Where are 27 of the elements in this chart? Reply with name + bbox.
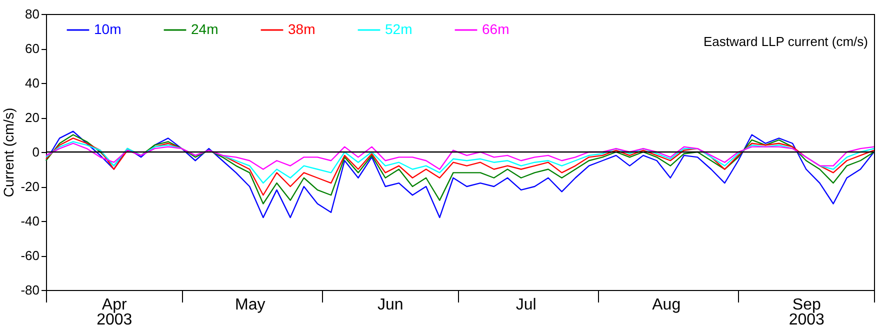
y-axis-title: Current (cm/s) bbox=[0, 108, 17, 198]
y-tick-label: -80 bbox=[20, 282, 40, 298]
line-series bbox=[45, 138, 875, 196]
y-tick-label: 0 bbox=[32, 144, 40, 160]
x-tick-label: Apr 2003 bbox=[96, 296, 132, 328]
legend-label: 38m bbox=[288, 21, 316, 37]
legend-label: 10m bbox=[94, 21, 122, 37]
x-tick-label: Sep 2003 bbox=[788, 296, 825, 328]
legend-label: 52m bbox=[385, 21, 412, 37]
annotation: Eastward LLP current (cm/s) bbox=[704, 34, 868, 49]
x-tick-label: Aug bbox=[652, 296, 681, 314]
y-tick-label: 20 bbox=[25, 110, 40, 125]
line-series bbox=[45, 141, 875, 184]
y-tick-label: -40 bbox=[20, 214, 40, 228]
x-tick-label: May bbox=[234, 296, 266, 314]
y-tick-label: 40 bbox=[25, 76, 40, 90]
y-tick-label: 80 bbox=[25, 6, 40, 22]
y-tick-label: 60 bbox=[25, 41, 40, 56]
line-series bbox=[45, 142, 875, 170]
legend-label: 24m bbox=[191, 21, 218, 37]
line-series bbox=[45, 134, 875, 204]
x-tick-label: Jul bbox=[516, 296, 536, 314]
y-tick-label: -20 bbox=[20, 179, 40, 194]
legend-label: 66m bbox=[482, 21, 510, 37]
y-tick-label: -60 bbox=[20, 248, 40, 263]
line-series bbox=[45, 130, 875, 218]
x-tick-label: Jun bbox=[377, 296, 404, 314]
